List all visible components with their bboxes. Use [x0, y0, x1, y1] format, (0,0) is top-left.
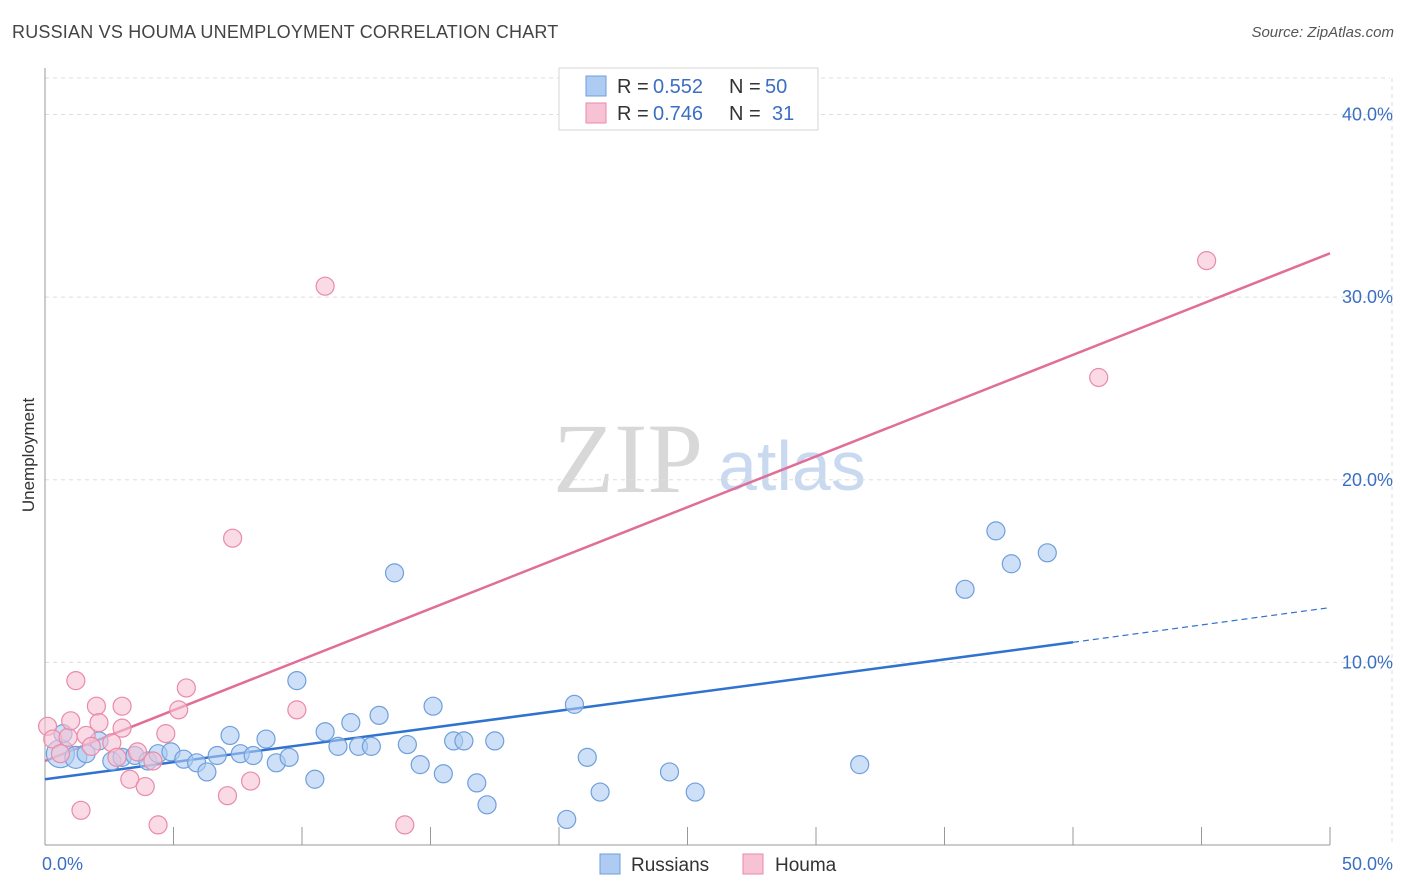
russians-point	[557, 809, 577, 830]
russians-point	[361, 736, 381, 756]
legend-n-value-houma: 31	[772, 103, 794, 125]
bottom-legend-swatch-russians	[599, 853, 621, 875]
x-tick-label: 50.0%	[1342, 854, 1393, 874]
houma-point	[66, 671, 86, 691]
russians-point	[410, 755, 430, 775]
houma-point	[223, 528, 243, 548]
russians-point	[1001, 554, 1021, 574]
houma-point	[127, 742, 148, 762]
legend-r-label-russians: R =	[617, 76, 649, 98]
russians-point	[256, 729, 276, 749]
chart-title: RUSSIAN VS HOUMA UNEMPLOYMENT CORRELATIO…	[12, 22, 559, 42]
russians-point	[287, 671, 307, 691]
houma-point	[112, 696, 132, 716]
legend-r-label-houma: R =	[617, 103, 649, 125]
russians-point	[467, 773, 487, 793]
russians-point	[485, 731, 505, 751]
axis-layer: 10.0% 20.0% 30.0% 40.0% 0.0% 50.0%	[42, 68, 1393, 874]
bottom-legend-label-houma: Houma	[775, 855, 837, 876]
russians-point	[423, 696, 443, 716]
houma-point	[135, 776, 155, 797]
russians-point	[220, 725, 240, 746]
houma-point	[71, 800, 91, 820]
houma-point	[1197, 251, 1217, 271]
legend-n-label-russians: N =	[729, 76, 761, 98]
bottom-legend-label-russians: Russians	[631, 855, 709, 876]
houma-point	[50, 744, 71, 764]
russians-point	[659, 762, 680, 782]
houma-point	[58, 727, 78, 747]
houma-point	[176, 678, 196, 698]
legend-n-label-houma: N =	[729, 103, 761, 125]
houma-point	[89, 713, 109, 733]
y-tick-label: 10.0%	[1342, 652, 1393, 672]
houma-point	[241, 771, 261, 791]
russians-point	[986, 521, 1006, 541]
houma-point	[112, 718, 132, 738]
russians-point	[685, 782, 705, 802]
y-tick-label: 30.0%	[1342, 287, 1393, 307]
legend-r-value-russians: 0.552	[653, 76, 703, 98]
houma-point	[148, 815, 168, 835]
y-tick-label: 20.0%	[1342, 470, 1393, 490]
russians-point	[369, 705, 389, 725]
houma-point	[81, 736, 101, 756]
houma-point	[86, 696, 107, 716]
russians-point	[305, 769, 325, 789]
houma-point	[315, 276, 335, 296]
houma-point	[143, 751, 163, 771]
chart-source: Source: ZipAtlas.com	[1251, 24, 1394, 41]
russians-point	[454, 731, 474, 751]
houma-point	[156, 724, 176, 744]
russians-point	[477, 795, 497, 815]
houma-point	[217, 786, 238, 806]
legend-bottom: Russians Houma	[599, 853, 837, 876]
russians-point	[384, 563, 405, 583]
russians-point	[315, 722, 335, 742]
russians-point	[397, 734, 417, 755]
houma-point	[395, 815, 415, 835]
houma-point	[61, 711, 81, 731]
russians-point	[433, 764, 453, 784]
legend-swatch-houma	[585, 102, 607, 124]
russians-point	[850, 755, 870, 775]
russians-point	[207, 745, 227, 766]
legend-swatch-russians	[585, 75, 607, 97]
russians-point	[243, 745, 263, 766]
points-layer	[37, 251, 1217, 835]
russians-point	[328, 736, 348, 756]
russians-point	[1037, 543, 1057, 563]
russians-trend-extension	[1072, 607, 1331, 643]
houma-point	[287, 700, 307, 720]
russians-point	[590, 782, 610, 802]
trend-layer	[44, 252, 1331, 781]
y-tick-label: 40.0%	[1342, 105, 1393, 125]
bottom-legend-swatch-houma	[742, 853, 764, 875]
russians-point	[341, 713, 361, 733]
legend-top: R = 0.552 N = 50 R = 0.746 N = 31	[558, 67, 819, 131]
russians-point	[279, 747, 299, 767]
x-tick-label: 0.0%	[42, 854, 83, 874]
watermark-zip: ZIP	[553, 403, 703, 514]
russians-point	[197, 762, 217, 782]
legend-r-value-houma: 0.746	[653, 103, 703, 125]
russians-point	[577, 747, 597, 767]
russians-point	[955, 579, 975, 599]
russians-point	[564, 694, 585, 714]
houma-point	[1089, 367, 1109, 388]
legend-n-value-russians: 50	[765, 76, 787, 98]
houma-trend-line	[44, 252, 1331, 763]
y-axis-label: Unemployment	[19, 398, 38, 513]
houma-point	[120, 769, 140, 789]
houma-point	[107, 747, 127, 767]
houma-point	[169, 700, 189, 720]
